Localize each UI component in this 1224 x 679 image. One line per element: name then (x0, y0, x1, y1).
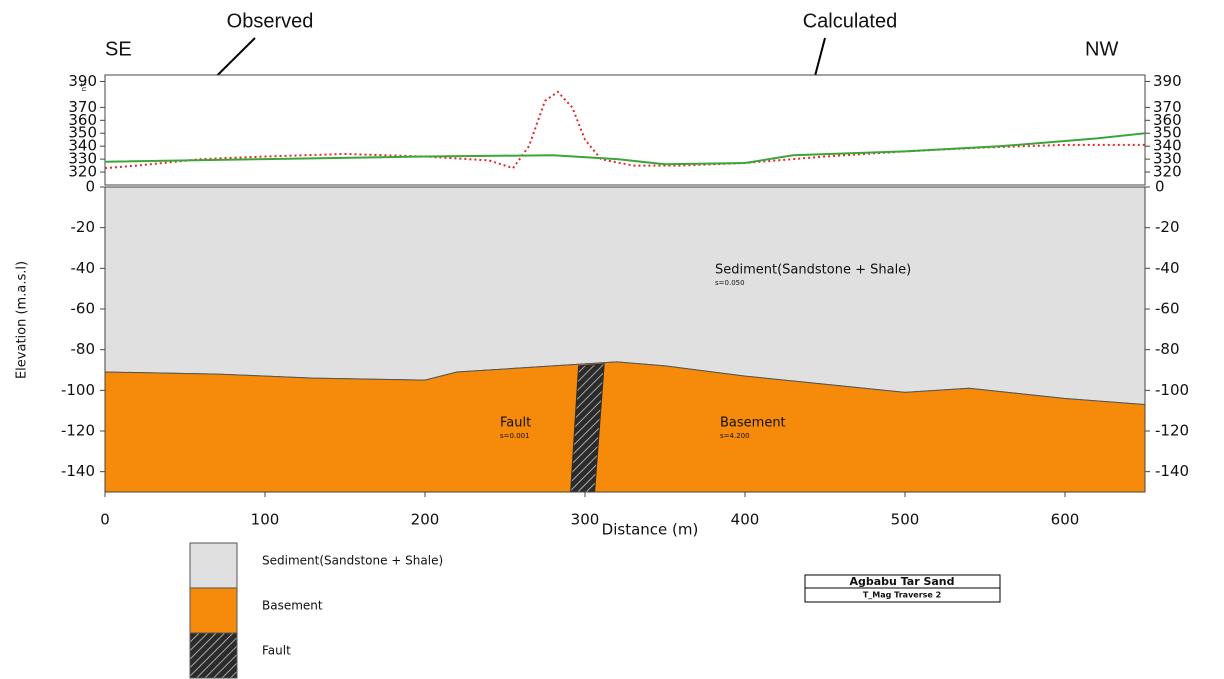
y-tick-label: -80 (71, 340, 96, 358)
y2-tick-label: -100 (1155, 381, 1189, 399)
x-tick-label: 0 (100, 511, 110, 529)
y-tick-label: 390 (68, 72, 97, 90)
box-title: Agbabu Tar Sand (849, 575, 954, 588)
series-label: Observed (227, 10, 314, 32)
plot-frame (104, 186, 1146, 493)
profile-line (104, 132, 1146, 166)
y-tick-label: -20 (71, 218, 96, 236)
end-label: NW (1085, 38, 1118, 60)
y2-tick-label: 390 (1153, 72, 1182, 90)
y-tick-label: 350 (68, 124, 97, 142)
y-tick-label: 330 (68, 150, 97, 168)
y-tick-label: -60 (71, 300, 96, 318)
y2-tick-label: 320 (1153, 163, 1182, 181)
x-tick-label: 200 (411, 511, 440, 529)
x-tick-label: 100 (251, 511, 280, 529)
y2-tick-label: 0 (1155, 178, 1165, 196)
layer-label: Basement (720, 416, 786, 431)
end-label: SE (105, 38, 132, 60)
y-tick-label: 320 (68, 163, 97, 181)
x-axis-label: Distance (m) (602, 521, 699, 539)
y2-tick-label: 360 (1153, 111, 1182, 129)
x-tick-label: 300 (571, 511, 600, 529)
x-tick-label: 500 (891, 511, 920, 529)
legend-swatch (189, 587, 238, 634)
profile-line (104, 90, 1145, 170)
y2-tick-label: 350 (1153, 124, 1182, 142)
y-tick-label: -120 (61, 422, 95, 440)
y2-tick-label: -80 (1155, 340, 1180, 358)
layer-property: s=0.050 (715, 279, 745, 287)
legend-swatch (189, 542, 238, 589)
layer-label: Fault (500, 416, 531, 431)
layer-property: s=4.200 (720, 432, 750, 440)
plot-frame (104, 74, 1146, 186)
box-subtitle: T_Mag Traverse 2 (863, 591, 941, 600)
series-label: Calculated (803, 10, 898, 32)
y2-tick-label: -40 (1155, 259, 1180, 277)
y-tick-label: 0 (85, 178, 95, 196)
y2-tick-label: -120 (1155, 422, 1189, 440)
y-tick-label: 360 (68, 111, 97, 129)
legend-label: Fault (262, 644, 291, 658)
y-tick-label: -40 (71, 259, 96, 277)
y-tick-label: -140 (61, 462, 95, 480)
y-tick-label: 340 (68, 137, 97, 155)
x-tick-label: 600 (1051, 511, 1080, 529)
x-tick-label: 400 (731, 511, 760, 529)
legend-swatch (189, 632, 238, 679)
legend-label: Sediment(Sandstone + Shale) (262, 554, 443, 568)
y-tick-label: -100 (61, 381, 95, 399)
y2-tick-label: 330 (1153, 150, 1182, 168)
layer-property: s=0.001 (500, 432, 530, 440)
y2-tick-label: -60 (1155, 300, 1180, 318)
y-axis-label: Elevation (m.a.s.l) (15, 261, 30, 379)
y2-tick-label: -140 (1155, 462, 1189, 480)
y-axis-label: nT (80, 82, 88, 91)
legend-label: Basement (262, 599, 323, 613)
layer-label: Sediment(Sandstone + Shale) (715, 263, 911, 278)
y-tick-label: 370 (68, 98, 97, 116)
y2-tick-label: -20 (1155, 218, 1180, 236)
y2-tick-label: 340 (1153, 137, 1182, 155)
y2-tick-label: 370 (1153, 98, 1182, 116)
